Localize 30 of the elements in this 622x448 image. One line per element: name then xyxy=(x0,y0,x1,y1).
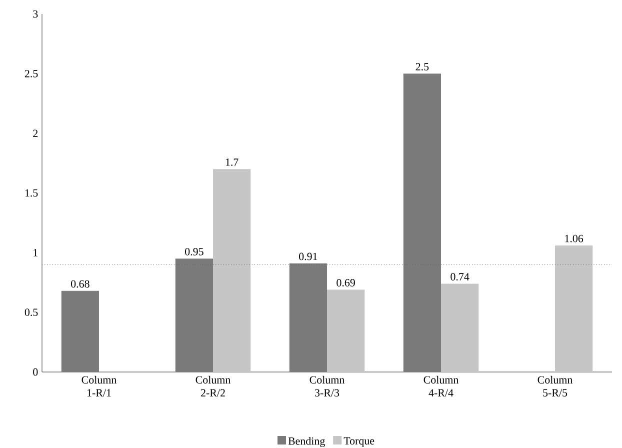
bar xyxy=(175,258,213,372)
y-tick-label: 1.5 xyxy=(25,189,38,197)
y-tick-label: 0 xyxy=(33,368,38,376)
data-label: 1.7 xyxy=(226,158,238,166)
y-tick-label: 2 xyxy=(33,130,38,137)
data-label: 1.06 xyxy=(565,234,584,242)
x-tick-label: Column 3-R/3 xyxy=(310,376,344,397)
bar xyxy=(403,74,442,372)
data-label: 0.91 xyxy=(299,252,318,260)
x-tick-label: Column 1-R/1 xyxy=(82,376,116,397)
legend-label: Torque xyxy=(344,437,374,447)
bar xyxy=(289,263,328,372)
data-label: 2.5 xyxy=(416,63,429,70)
bar xyxy=(441,284,479,372)
x-tick-label: Column 5-R/5 xyxy=(538,376,572,397)
y-tick-label: 3 xyxy=(33,10,38,18)
y-tick-label: 0.5 xyxy=(24,308,38,316)
x-tick-label: Column 4-R/4 xyxy=(424,376,458,397)
data-label: 0.74 xyxy=(450,273,470,280)
y-tick-label: 2.5 xyxy=(24,70,38,78)
y-tick-label: 1 xyxy=(34,249,38,256)
bar xyxy=(61,290,99,372)
legend-label: Bending xyxy=(288,437,325,448)
data-label: 0.95 xyxy=(185,248,204,256)
bar xyxy=(555,246,593,372)
bar xyxy=(213,169,251,372)
bar xyxy=(327,290,365,372)
x-tick-label: Column 2-R/2 xyxy=(196,376,230,397)
data-label: 0.68 xyxy=(71,280,90,288)
data-label: 0.69 xyxy=(336,279,355,286)
